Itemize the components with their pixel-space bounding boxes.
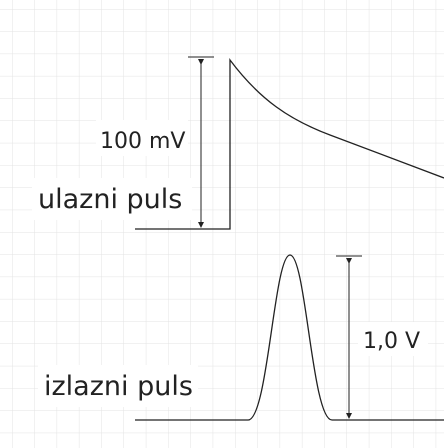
label-background [32, 178, 192, 220]
label-background [38, 365, 198, 407]
input-amplitude: 100 mV [100, 129, 185, 154]
input-waveform [135, 58, 444, 230]
label-background [96, 120, 188, 156]
output-waveform [135, 254, 444, 421]
output-amplitude: 1,0 V [363, 329, 420, 354]
input-name: ulazni puls [38, 184, 182, 215]
label-background [358, 322, 428, 356]
output-name: izlazni puls [44, 371, 193, 402]
